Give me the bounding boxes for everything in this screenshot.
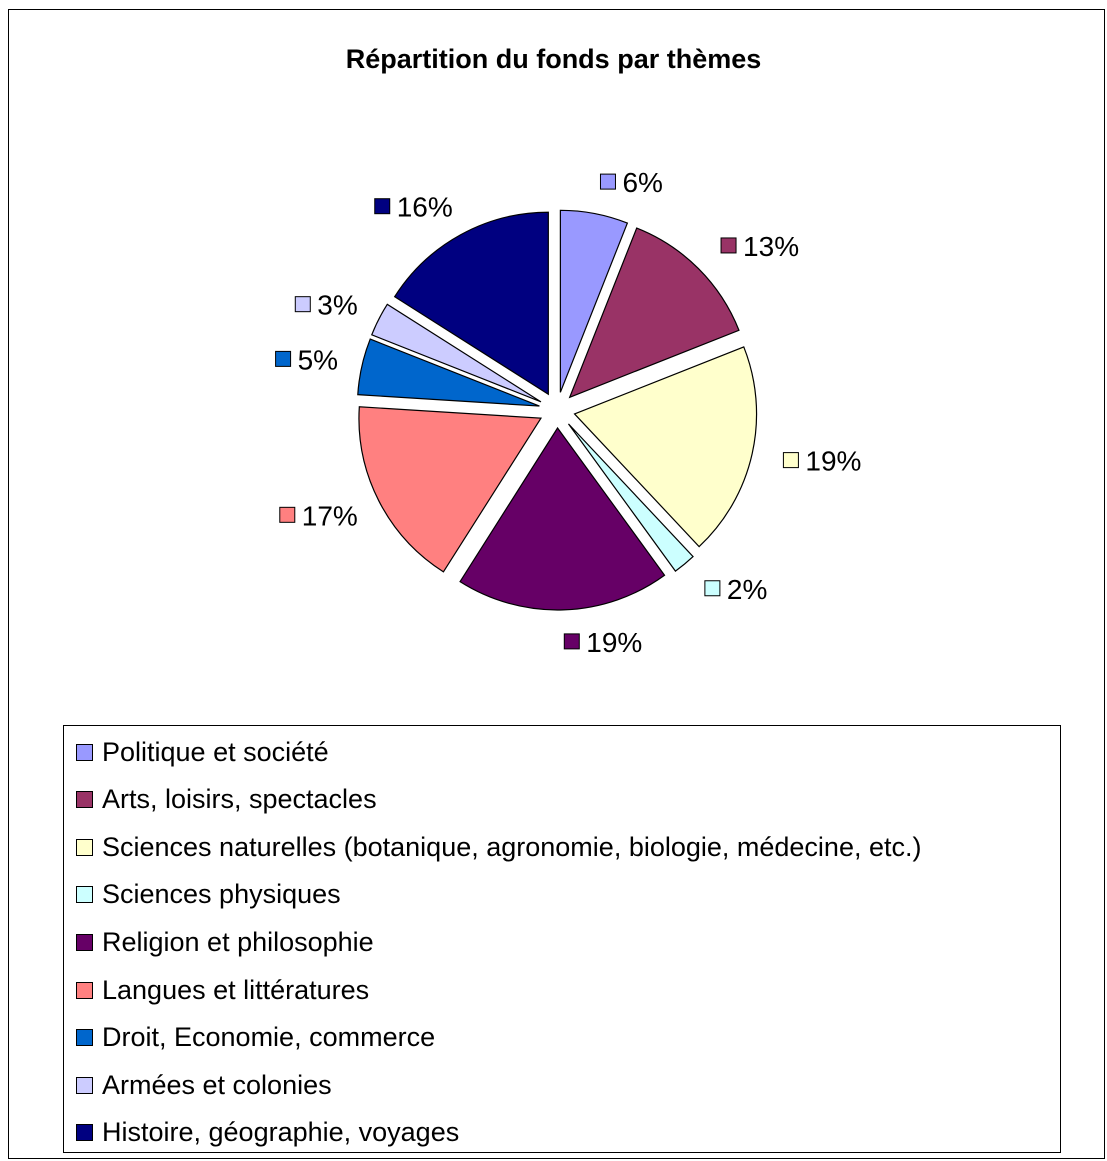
- data-label-text-7: 3%: [317, 290, 357, 321]
- legend-item-4: Religion et philosophie: [76, 924, 374, 960]
- legend-item-6: Droit, Economie, commerce: [76, 1020, 435, 1056]
- legend-item-7: Armées et colonies: [76, 1067, 332, 1103]
- legend: Politique et société Arts, loisirs, spect…: [63, 725, 1061, 1153]
- pie-slice-2: [573, 346, 758, 548]
- legend-item-8: Histoire, géographie, voyages: [76, 1115, 459, 1151]
- legend-label-3: Sciences physiques: [102, 879, 341, 910]
- data-label-swatch-2: [782, 452, 799, 469]
- legend-swatch-7: [76, 1076, 93, 1094]
- legend-swatch-6: [76, 1029, 93, 1047]
- legend-label-0: Politique et société: [102, 736, 329, 767]
- legend-label-5: Langues et littératures: [102, 974, 370, 1005]
- data-label-3: 2%: [704, 574, 767, 605]
- pie-slice-4: [459, 426, 666, 611]
- data-label-6: 5%: [275, 344, 338, 375]
- pie-slice-5: [358, 406, 543, 573]
- data-label-text-0: 6%: [622, 167, 662, 198]
- data-label-text-6: 5%: [298, 344, 338, 375]
- data-label-text-5: 17%: [302, 500, 358, 531]
- data-label-swatch-6: [275, 350, 292, 367]
- legend-item-2: Sciences naturelles (botanique, agronomi…: [76, 829, 921, 865]
- data-label-swatch-4: [563, 633, 580, 650]
- data-label-swatch-8: [374, 198, 391, 215]
- data-label-1: 13%: [720, 231, 799, 262]
- legend-label-8: Histoire, géographie, voyages: [102, 1117, 460, 1148]
- data-label-8: 16%: [374, 192, 453, 223]
- legend-swatch-0: [76, 743, 93, 761]
- data-label-4: 19%: [563, 627, 642, 658]
- legend-item-3: Sciences physiques: [76, 877, 341, 913]
- legend-label-1: Arts, loisirs, spectacles: [102, 784, 377, 815]
- data-label-text-4: 19%: [586, 627, 642, 658]
- legend-item-0: Politique et société: [76, 734, 329, 770]
- legend-swatch-5: [76, 981, 93, 999]
- pie-slice-7: [370, 303, 542, 403]
- pie-slice-1: [568, 227, 740, 399]
- legend-swatch-8: [76, 1124, 93, 1142]
- data-label-5: 17%: [279, 500, 358, 531]
- data-label-2: 19%: [782, 446, 861, 477]
- legend-label-4: Religion et philosophie: [102, 926, 374, 957]
- pie-slice-8: [393, 211, 549, 396]
- data-label-swatch-0: [599, 173, 616, 190]
- data-label-text-1: 13%: [743, 231, 799, 262]
- data-label-swatch-5: [279, 506, 296, 523]
- data-label-text-8: 16%: [397, 192, 453, 223]
- data-label-text-2: 19%: [805, 446, 861, 477]
- legend-label-6: Droit, Economie, commerce: [102, 1022, 436, 1053]
- legend-swatch-1: [76, 791, 93, 809]
- legend-swatch-2: [76, 838, 93, 856]
- pie-slice-0: [559, 209, 629, 393]
- data-label-swatch-7: [294, 296, 311, 313]
- data-label-swatch-3: [704, 580, 721, 597]
- legend-item-1: Arts, loisirs, spectacles: [76, 782, 377, 818]
- legend-label-2: Sciences naturelles (botanique, agronomi…: [102, 831, 922, 862]
- data-label-swatch-1: [720, 237, 737, 254]
- legend-swatch-3: [76, 886, 93, 904]
- legend-item-5: Langues et littératures: [76, 972, 369, 1008]
- legend-swatch-4: [76, 933, 93, 951]
- pie-slice-6: [357, 338, 540, 407]
- data-label-0: 6%: [599, 167, 663, 198]
- legend-label-7: Armées et colonies: [102, 1069, 332, 1100]
- data-label-7: 3%: [294, 290, 358, 321]
- chart-title: Répartition du fonds par thèmes: [345, 44, 762, 74]
- data-label-text-3: 2%: [727, 574, 767, 605]
- pie-chart: 6% 13% 19% 2% 19% 17% 5% 3% 16%: [275, 167, 861, 658]
- pie-slice-3: [567, 423, 694, 572]
